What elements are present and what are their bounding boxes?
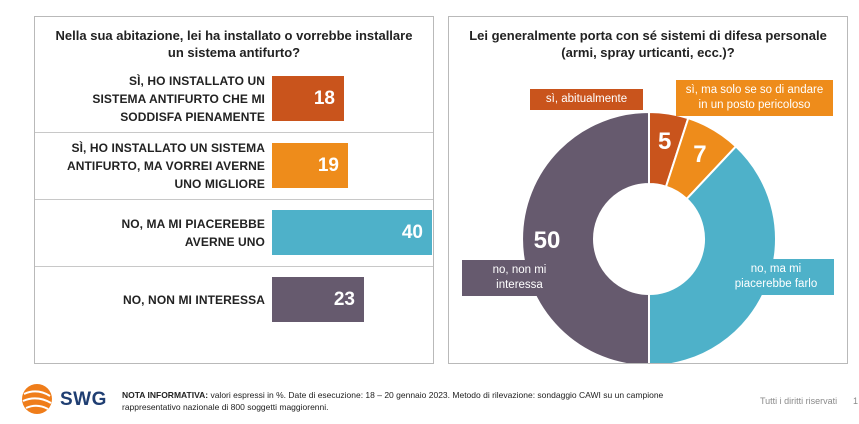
donut-value-label: 50 xyxy=(534,227,561,254)
bar: 19 xyxy=(272,143,348,188)
brand-name: SWG xyxy=(60,389,107,410)
page-number: 1 xyxy=(853,396,859,406)
donut-callout-label-line: no, ma mi xyxy=(750,263,802,275)
donut-callout-label-line: in un posto pericoloso xyxy=(698,99,811,111)
bar: 18 xyxy=(272,76,344,121)
donut-chart-title-line-1: Lei generalmente porta con sé sistemi di… xyxy=(469,28,827,43)
swg-logo-icon xyxy=(22,384,52,414)
bar-row: SÌ, HO INSTALLATO UN SISTEMA ANTIFURTO, M… xyxy=(35,133,433,200)
bar-category-label-line: SODDISFA PIENAMENTE xyxy=(120,110,265,124)
bar-category-label: NO, NON MI INTERESSA xyxy=(43,267,265,333)
bar-category-label: SÌ, HO INSTALLATO UN SISTEMA ANTIFURTO CH… xyxy=(43,66,265,132)
bar: 23 xyxy=(272,277,364,322)
donut-callout-label: sì, ma solo se so di andare in un posto p… xyxy=(676,80,833,116)
bar-category-label-line: UNO MIGLIORE xyxy=(174,177,265,191)
donut-slice xyxy=(521,110,650,363)
donut-callout-label: sì, abitualmente xyxy=(530,89,643,110)
bar-chart-panel: Nella sua abitazione, lei ha installato … xyxy=(34,16,434,364)
bar-category-label-line: SÌ, HO INSTALLATO UN xyxy=(129,74,265,88)
bar-category-label-line: AVERNE UNO xyxy=(184,235,265,249)
footer-note-line-2: rappresentativo nazionale di 800 soggett… xyxy=(122,402,329,412)
row-divider xyxy=(35,199,433,200)
footer-note: NOTA INFORMATIVA: valori espressi in %. … xyxy=(122,389,722,413)
bar-row: NO, MA MI PIACEREBBE AVERNE UNO 40 xyxy=(35,200,433,267)
bar-category-label: NO, MA MI PIACEREBBE AVERNE UNO xyxy=(43,200,265,266)
footer-note-line-1: valori espressi in %. Date di esecuzione… xyxy=(208,390,664,400)
donut-chart: 573850 xyxy=(521,110,777,363)
bar-value-label: 23 xyxy=(333,288,355,310)
bar-row: NO, NON MI INTERESSA 23 xyxy=(35,267,433,334)
donut-chart-panel: Lei generalmente porta con sé sistemi di… xyxy=(448,16,848,364)
donut-callout-label-line: no, non mi xyxy=(492,264,547,276)
bar-value-label: 18 xyxy=(313,87,335,109)
donut-callout-label-line: piacerebbe farlo xyxy=(734,278,818,290)
donut-slice xyxy=(648,145,777,363)
bar-chart-title: Nella sua abitazione, lei ha installato … xyxy=(35,27,433,61)
bar-chart-title-line-2: un sistema antifurto? xyxy=(167,45,301,60)
bar-category-label-line: NO, MA MI PIACEREBBE xyxy=(121,217,265,231)
bar-value-label: 19 xyxy=(317,154,339,176)
bar-row: SÌ, HO INSTALLATO UN SISTEMA ANTIFURTO CH… xyxy=(35,66,433,133)
bar-category-label: SÌ, HO INSTALLATO UN SISTEMA ANTIFURTO, M… xyxy=(43,133,265,199)
bar-chart-title-line-1: Nella sua abitazione, lei ha installato … xyxy=(55,28,413,43)
bar: 40 xyxy=(272,210,432,255)
bar-value-label: 40 xyxy=(401,221,423,243)
donut-chart-title: Lei generalmente porta con sé sistemi di… xyxy=(449,27,847,61)
row-divider xyxy=(35,266,433,267)
donut-callout-label: no, ma mi piacerebbe farlo xyxy=(718,259,834,295)
donut-value-label: 5 xyxy=(658,128,671,155)
bar-category-label-line: SISTEMA ANTIFURTO CHE MI xyxy=(92,92,265,106)
donut-chart-title-line-2: (armi, spray urticanti, ecc.)? xyxy=(561,45,735,60)
donut-value-label: 7 xyxy=(693,141,706,168)
footer-note-bold: NOTA INFORMATIVA: xyxy=(122,390,209,400)
bar-category-label-line: NO, NON MI INTERESSA xyxy=(122,293,265,307)
row-divider xyxy=(35,132,433,133)
donut-callout-label: no, non mi interessa xyxy=(462,260,577,296)
donut-callout-label-line: interessa xyxy=(496,279,543,291)
donut-callout-label-line: sì, abitualmente xyxy=(545,93,628,105)
rights-text: Tutti i diritti riservati xyxy=(760,396,838,406)
bar-category-label-line: SÌ, HO INSTALLATO UN SISTEMA xyxy=(71,141,265,155)
bar-category-label-line: ANTIFURTO, MA VORREI AVERNE xyxy=(66,159,265,173)
donut-callout-label-line: sì, ma solo se so di andare xyxy=(685,84,824,96)
